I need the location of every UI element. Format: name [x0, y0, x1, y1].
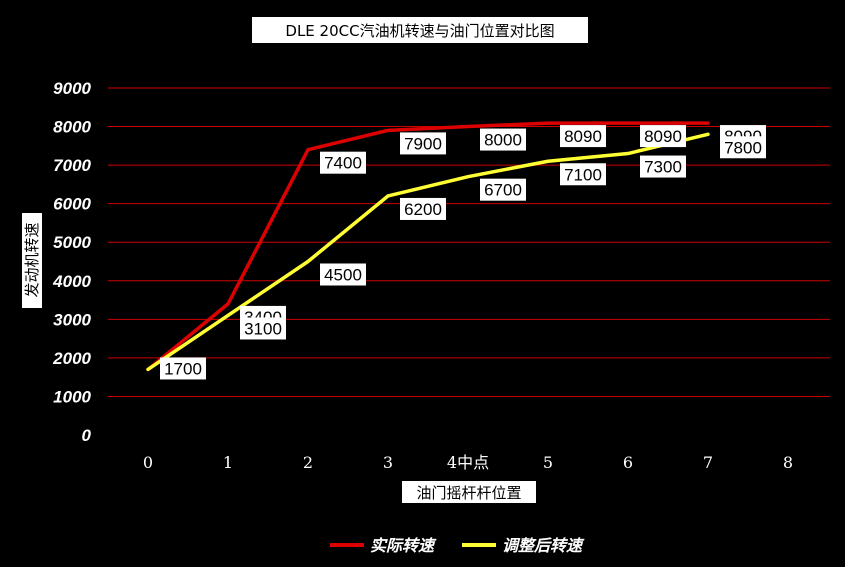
x-tick-label: 6: [623, 453, 633, 472]
data-label-box: [320, 263, 366, 286]
data-label-text: 7100: [564, 165, 602, 184]
x-axis-ticks: 0 1 2 3 4中点 5 6 7 8: [143, 453, 793, 472]
series-line-adjusted: [146, 132, 710, 372]
y-axis-label: 发动机转速: [22, 213, 42, 308]
y-tick-label: 0: [82, 426, 92, 445]
data-label: 6200: [400, 197, 446, 220]
data-label-text: 6200: [404, 200, 442, 219]
x-axis-label: 油门摇杆杆位置: [402, 481, 536, 503]
data-label-text: 8090: [644, 127, 682, 146]
data-label-box: [560, 163, 606, 186]
x-axis-label-box: [402, 481, 536, 503]
data-label-text: 6700: [484, 181, 522, 200]
y-tick-label: 9000: [53, 79, 91, 98]
data-label-box: [720, 136, 766, 159]
y-axis-ticks: 0 1000 2000 3000 4000 5000 6000 7000 8000 9000: [52, 79, 91, 445]
data-label-text: 7800: [724, 138, 762, 157]
data-label: 7400: [320, 151, 366, 174]
y-axis-label-text: 发动机转速: [23, 222, 41, 297]
data-label-text: 7400: [324, 154, 362, 173]
data-label-text: 7300: [644, 158, 682, 177]
legend-label-actual: 实际转速: [370, 536, 437, 555]
data-label: 1700: [160, 357, 206, 380]
y-tick-label: 3000: [53, 310, 91, 329]
data-label: 7300: [640, 155, 686, 178]
x-tick-label: 5: [543, 453, 553, 472]
chart-title: DLE 20CC汽油机转速与油门位置对比图: [252, 17, 588, 43]
data-label: 6700: [480, 178, 526, 201]
data-label-box: [320, 151, 366, 174]
gridlines: [108, 87, 830, 397]
data-label-box: [480, 128, 526, 151]
data-label-box: [480, 178, 526, 201]
x-tick-label: 3: [383, 453, 393, 472]
data-label-text: 7900: [404, 134, 442, 153]
y-tick-label: 4000: [52, 272, 91, 291]
x-tick-label: 0: [143, 453, 153, 472]
y-tick-label: 7000: [53, 156, 91, 175]
data-label: 7100: [560, 163, 606, 186]
data-label: 7900: [400, 132, 446, 155]
data-label-text: 8090: [564, 127, 602, 146]
data-label-box: [640, 125, 686, 148]
chart-title-text: DLE 20CC汽油机转速与油门位置对比图: [285, 22, 554, 40]
data-label-box: [160, 357, 206, 380]
legend-label-adjusted: 调整后转速: [502, 536, 585, 555]
x-tick-label: 2: [303, 453, 313, 472]
data-label: 3100: [240, 317, 286, 340]
chart-title-box: [252, 17, 588, 43]
x-tick-label: 4中点: [447, 453, 489, 472]
data-label-text: 1700: [164, 359, 202, 378]
y-tick-label: 5000: [53, 233, 91, 252]
series-lines: [146, 121, 710, 372]
data-label-text: 3100: [244, 319, 282, 338]
y-tick-label: 2000: [52, 349, 91, 368]
x-tick-label: 1: [223, 453, 233, 472]
data-label: 4500: [320, 263, 366, 286]
data-label: 8000: [480, 128, 526, 151]
data-label-box: [640, 155, 686, 178]
data-label-text: 4500: [324, 266, 362, 285]
x-axis-label-text: 油门摇杆杆位置: [416, 484, 521, 502]
y-axis-label-box: [22, 213, 42, 308]
y-tick-label: 8000: [53, 118, 91, 137]
legend: 实际转速 调整后转速: [330, 536, 585, 555]
data-labels: 1700340031007400450079006200800067008090…: [160, 125, 766, 380]
data-label-box: [400, 197, 446, 220]
data-label: 8090: [560, 125, 606, 148]
x-tick-label: 8: [783, 453, 793, 472]
data-label: 8090: [640, 125, 686, 148]
data-label-box: [400, 132, 446, 155]
data-label-box: [240, 317, 286, 340]
y-tick-label: 6000: [53, 195, 91, 214]
x-tick-label: 7: [703, 453, 713, 472]
y-tick-label: 1000: [53, 387, 91, 406]
data-label-text: 8000: [484, 131, 522, 150]
data-label-box: [560, 125, 606, 148]
data-label: 7800: [720, 136, 766, 159]
series-line-actual: [146, 121, 710, 372]
